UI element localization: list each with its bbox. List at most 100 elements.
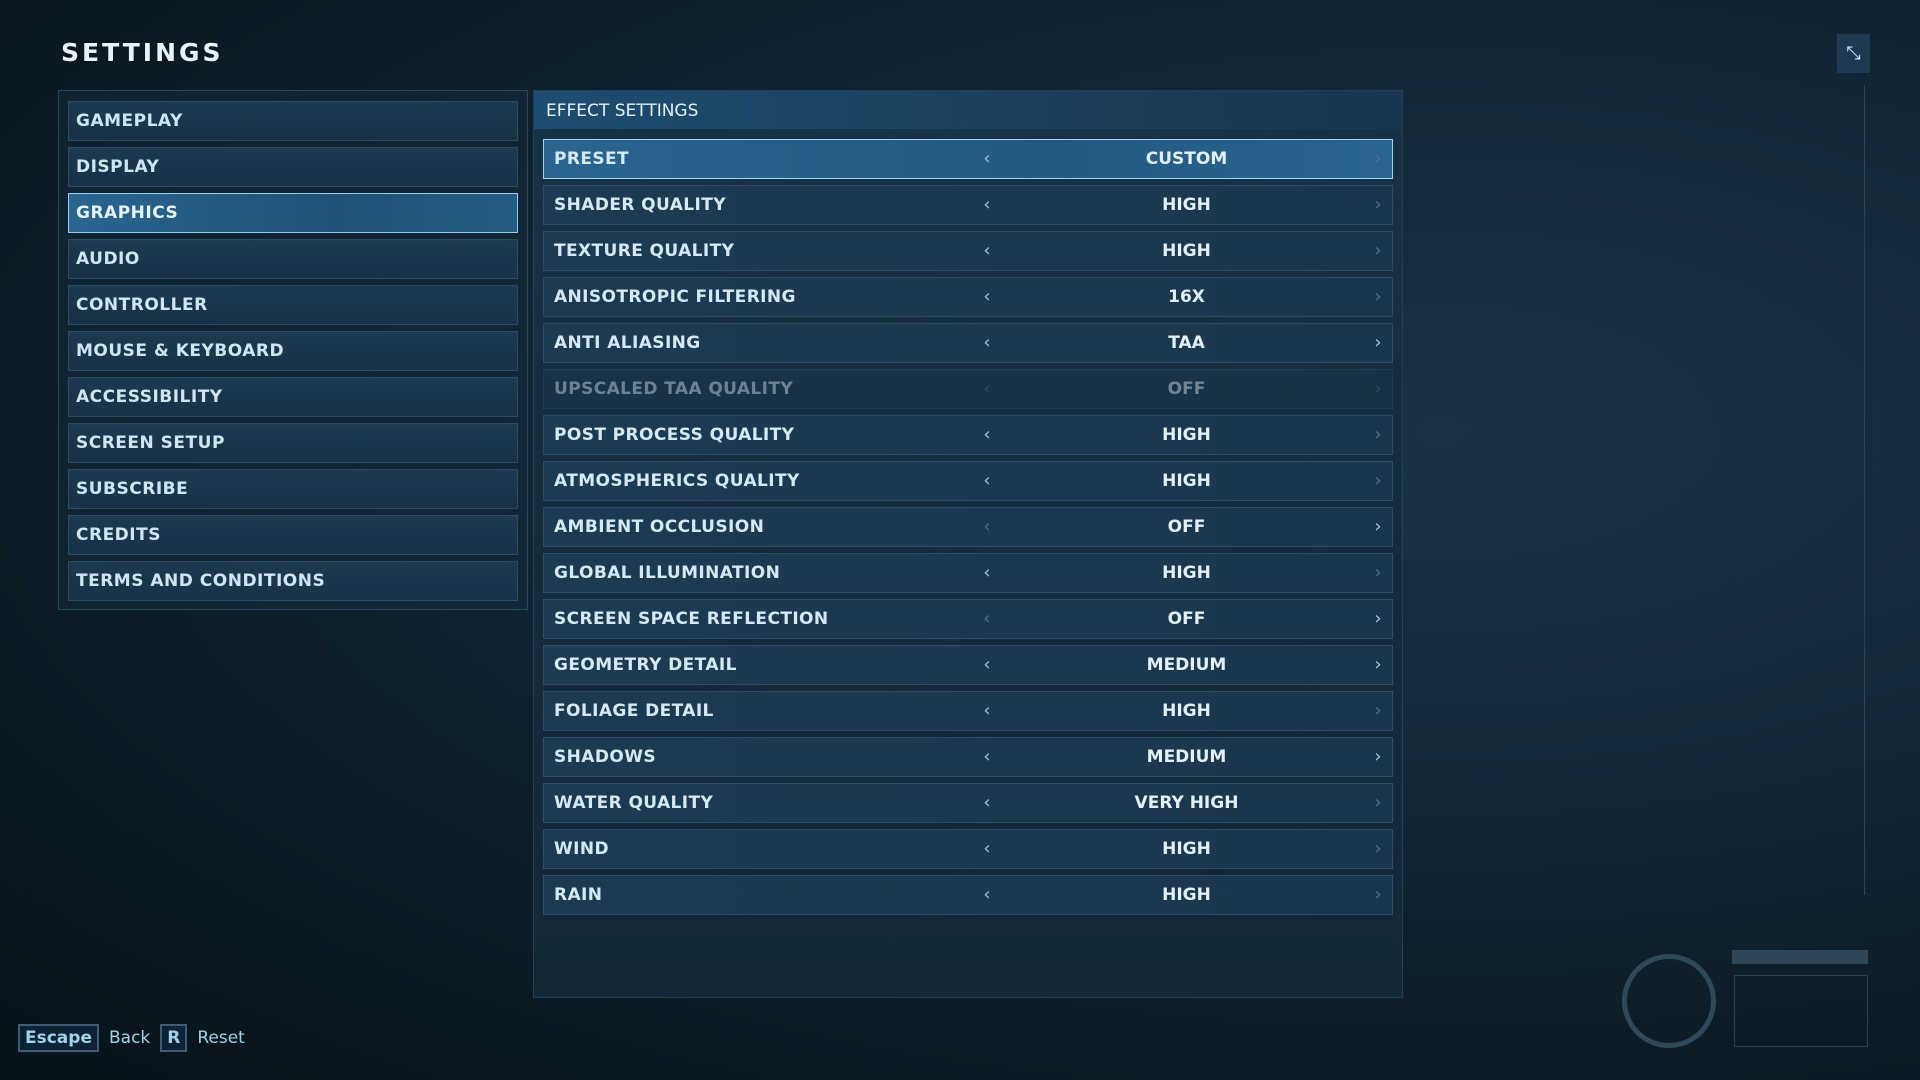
chevron-right-icon[interactable]: › (1374, 240, 1382, 261)
setting-row[interactable]: PRESET ‹ CUSTOM › (543, 139, 1393, 179)
chevron-left-icon[interactable]: ‹ (983, 746, 991, 767)
setting-value: MEDIUM (1146, 655, 1227, 675)
chevron-left-icon[interactable]: ‹ (983, 654, 991, 675)
chevron-right-icon[interactable]: › (1374, 424, 1382, 445)
setting-label: PRESET (554, 149, 630, 169)
sidebar-item-gameplay[interactable]: GAMEPLAY (68, 101, 518, 141)
chevron-left-icon[interactable]: ‹ (983, 700, 991, 721)
reset-key-hint[interactable]: R (160, 1024, 188, 1052)
chevron-right-icon[interactable]: › (1374, 700, 1382, 721)
chevron-right-icon[interactable]: › (1374, 654, 1382, 675)
chevron-right-icon[interactable]: › (1374, 792, 1382, 813)
chevron-left-icon[interactable]: ‹ (983, 424, 991, 445)
chevron-right-icon[interactable]: › (1374, 516, 1382, 537)
setting-row[interactable]: POST PROCESS QUALITY ‹ HIGH › (543, 415, 1393, 455)
setting-label: FOLIAGE DETAIL (554, 701, 714, 721)
setting-row[interactable]: FOLIAGE DETAIL ‹ HIGH › (543, 691, 1393, 731)
setting-label: GLOBAL ILLUMINATION (554, 563, 781, 583)
chevron-left-icon[interactable]: ‹ (983, 792, 991, 813)
setting-row[interactable]: AMBIENT OCCLUSION ‹ OFF › (543, 507, 1393, 547)
chevron-right-icon[interactable]: › (1374, 286, 1382, 307)
setting-row[interactable]: TEXTURE QUALITY ‹ HIGH › (543, 231, 1393, 271)
setting-label: RAIN (554, 885, 603, 905)
chevron-left-icon[interactable]: ‹ (983, 562, 991, 583)
setting-value: HIGH (1162, 701, 1211, 721)
chevron-right-icon[interactable]: › (1374, 378, 1382, 399)
setting-row[interactable]: SHADER QUALITY ‹ HIGH › (543, 185, 1393, 225)
setting-row[interactable]: ATMOSPHERICS QUALITY ‹ HIGH › (543, 461, 1393, 501)
chevron-left-icon[interactable]: ‹ (983, 516, 991, 537)
sidebar-item-mouse-keyboard[interactable]: MOUSE & KEYBOARD (68, 331, 518, 371)
chevron-left-icon[interactable]: ‹ (983, 240, 991, 261)
chevron-left-icon[interactable]: ‹ (983, 470, 991, 491)
setting-row[interactable]: WATER QUALITY ‹ VERY HIGH › (543, 783, 1393, 823)
setting-value: VERY HIGH (1134, 793, 1239, 813)
setting-label: WIND (554, 839, 610, 859)
sidebar-item-accessibility[interactable]: ACCESSIBILITY (68, 377, 518, 417)
back-label[interactable]: Back (108, 1028, 151, 1048)
setting-row[interactable]: RAIN ‹ HIGH › (543, 875, 1393, 915)
setting-value: HIGH (1162, 471, 1211, 491)
setting-row[interactable]: SCREEN SPACE REFLECTION ‹ OFF › (543, 599, 1393, 639)
chevron-right-icon[interactable]: › (1374, 194, 1382, 215)
sidebar-item-credits[interactable]: CREDITS (68, 515, 518, 555)
setting-label: SCREEN SPACE REFLECTION (554, 609, 829, 629)
setting-label: ANISOTROPIC FILTERING (554, 287, 796, 307)
setting-label: ANTI ALIASING (554, 333, 701, 353)
chevron-left-icon[interactable]: ‹ (983, 148, 991, 169)
chevron-left-icon[interactable]: ‹ (983, 608, 991, 629)
chevron-right-icon[interactable]: › (1374, 470, 1382, 491)
setting-value: HIGH (1162, 425, 1211, 445)
setting-label: UPSCALED TAA QUALITY (554, 379, 794, 399)
setting-label: ATMOSPHERICS QUALITY (554, 471, 800, 491)
reset-label[interactable]: Reset (197, 1028, 245, 1048)
setting-value: HIGH (1162, 885, 1211, 905)
chevron-right-icon[interactable]: › (1374, 562, 1382, 583)
chevron-right-icon[interactable]: › (1374, 838, 1382, 859)
chevron-left-icon[interactable]: ‹ (983, 286, 991, 307)
chevron-right-icon[interactable]: › (1374, 332, 1382, 353)
setting-row[interactable]: UPSCALED TAA QUALITY ‹ OFF › (543, 369, 1393, 409)
sidebar-item-terms-and-conditions[interactable]: TERMS AND CONDITIONS (68, 561, 518, 601)
sidebar-item-graphics[interactable]: GRAPHICS (68, 193, 518, 233)
setting-value: HIGH (1162, 839, 1211, 859)
collapse-arrows-icon: ⤡ (1846, 43, 1861, 64)
sidebar-item-controller[interactable]: CONTROLLER (68, 285, 518, 325)
chevron-left-icon[interactable]: ‹ (983, 838, 991, 859)
sidebar-item-subscribe[interactable]: SUBSCRIBE (68, 469, 518, 509)
sidebar-item-display[interactable]: DISPLAY (68, 147, 518, 187)
setting-value: MEDIUM (1146, 747, 1227, 767)
setting-row[interactable]: GLOBAL ILLUMINATION ‹ HIGH › (543, 553, 1393, 593)
chevron-right-icon[interactable]: › (1374, 608, 1382, 629)
chevron-right-icon[interactable]: › (1374, 148, 1382, 169)
setting-label: POST PROCESS QUALITY (554, 425, 795, 445)
setting-row[interactable]: WIND ‹ HIGH › (543, 829, 1393, 869)
chevron-right-icon[interactable]: › (1374, 884, 1382, 905)
chevron-left-icon[interactable]: ‹ (983, 378, 991, 399)
sidebar-item-screen-setup[interactable]: SCREEN SETUP (68, 423, 518, 463)
setting-row[interactable]: ANISOTROPIC FILTERING ‹ 16X › (543, 277, 1393, 317)
setting-value: OFF (1167, 379, 1206, 399)
setting-label: TEXTURE QUALITY (554, 241, 735, 261)
setting-value: TAA (1168, 333, 1205, 353)
escape-key-hint[interactable]: Escape (18, 1024, 99, 1052)
setting-value: HIGH (1162, 195, 1211, 215)
chevron-left-icon[interactable]: ‹ (983, 194, 991, 215)
setting-label: WATER QUALITY (554, 793, 714, 813)
setting-value: OFF (1167, 609, 1206, 629)
setting-row[interactable]: GEOMETRY DETAIL ‹ MEDIUM › (543, 645, 1393, 685)
chevron-left-icon[interactable]: ‹ (983, 332, 991, 353)
collapse-button[interactable]: ⤡ (1837, 34, 1870, 73)
decorative-line (1864, 85, 1865, 895)
page-title: SETTINGS (61, 38, 224, 67)
sidebar-item-audio[interactable]: AUDIO (68, 239, 518, 279)
decorative-panel (1734, 975, 1868, 1047)
brand-logo (1622, 954, 1716, 1048)
setting-label: SHADER QUALITY (554, 195, 726, 215)
chevron-right-icon[interactable]: › (1374, 746, 1382, 767)
panel-header: EFFECT SETTINGS (534, 91, 1402, 129)
setting-row[interactable]: SHADOWS ‹ MEDIUM › (543, 737, 1393, 777)
chevron-left-icon[interactable]: ‹ (983, 884, 991, 905)
setting-label: GEOMETRY DETAIL (554, 655, 737, 675)
setting-row[interactable]: ANTI ALIASING ‹ TAA › (543, 323, 1393, 363)
